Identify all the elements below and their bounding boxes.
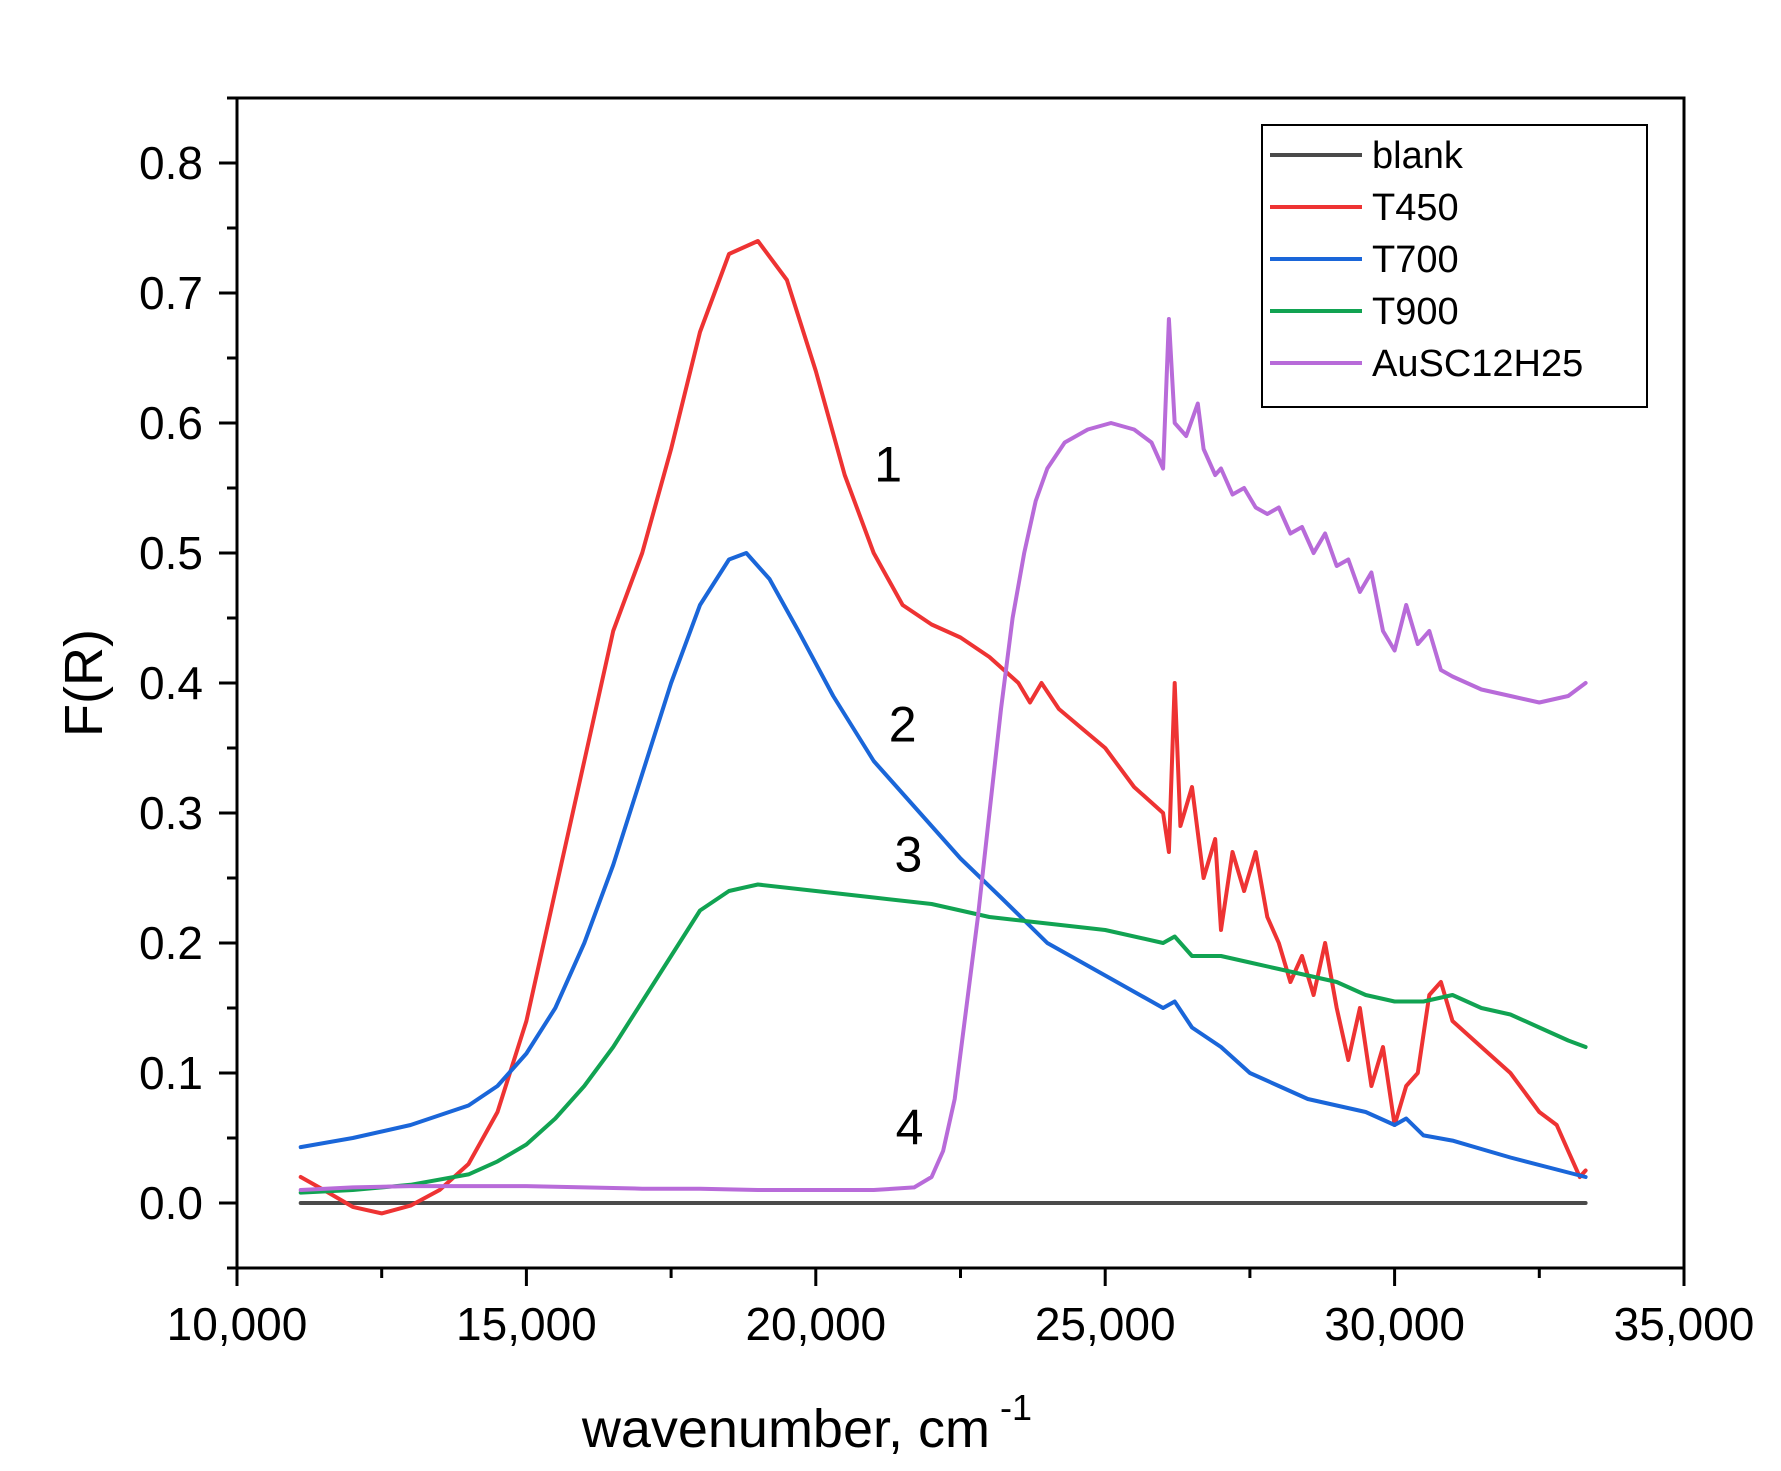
y-tick-label: 0.7 bbox=[139, 267, 203, 319]
curve-number-label: 2 bbox=[889, 697, 917, 753]
curve-number-label: 3 bbox=[895, 827, 923, 883]
y-tick-label: 0.0 bbox=[139, 1177, 203, 1229]
x-tick-label: 30,000 bbox=[1324, 1298, 1465, 1350]
legend-label: T700 bbox=[1372, 239, 1459, 281]
y-axis-title: F(R) bbox=[54, 629, 114, 737]
series-line-t450 bbox=[298, 239, 1588, 1216]
x-tick-label: 25,000 bbox=[1035, 1298, 1176, 1350]
x-tick-label: 20,000 bbox=[745, 1298, 886, 1350]
series-line-t700 bbox=[298, 551, 1588, 1179]
legend-label: T900 bbox=[1372, 291, 1459, 333]
axes: 10,000 15,000 20,000 25,000 30,000 35,000 0.0 0… bbox=[139, 96, 1755, 1350]
legend-label: blank bbox=[1372, 135, 1464, 177]
y-tick-label: 0.1 bbox=[139, 1047, 203, 1099]
x-tick-label: 15,000 bbox=[456, 1298, 597, 1350]
x-axis-title: wavenumber, cm bbox=[581, 1399, 990, 1459]
y-tick-label: 0.5 bbox=[139, 527, 203, 579]
series-line-t900 bbox=[298, 882, 1588, 1195]
legend: blank T450 T700 T900 AuSC12H25 bbox=[1261, 124, 1648, 408]
x-axis-title-superscript: -1 bbox=[1000, 1387, 1032, 1428]
x-tick-label: 35,000 bbox=[1614, 1298, 1755, 1350]
y-tick-label: 0.2 bbox=[139, 917, 203, 969]
x-tick-label: 10,000 bbox=[167, 1298, 308, 1350]
y-tick-label: 0.6 bbox=[139, 397, 203, 449]
curve-number-label: 1 bbox=[874, 437, 902, 493]
y-tick-label: 0.3 bbox=[139, 787, 203, 839]
legend-box bbox=[1261, 124, 1648, 408]
y-tick-label: 0.8 bbox=[139, 137, 203, 189]
legend-label: T450 bbox=[1372, 187, 1459, 229]
curve-number-label: 4 bbox=[896, 1100, 924, 1156]
curve-labels: 1 2 3 4 bbox=[874, 437, 923, 1156]
series-line-ausc12h25 bbox=[298, 317, 1588, 1192]
series-layer bbox=[298, 239, 1588, 1216]
legend-label: AuSC12H25 bbox=[1372, 343, 1583, 385]
y-tick-label: 0.4 bbox=[139, 657, 203, 709]
